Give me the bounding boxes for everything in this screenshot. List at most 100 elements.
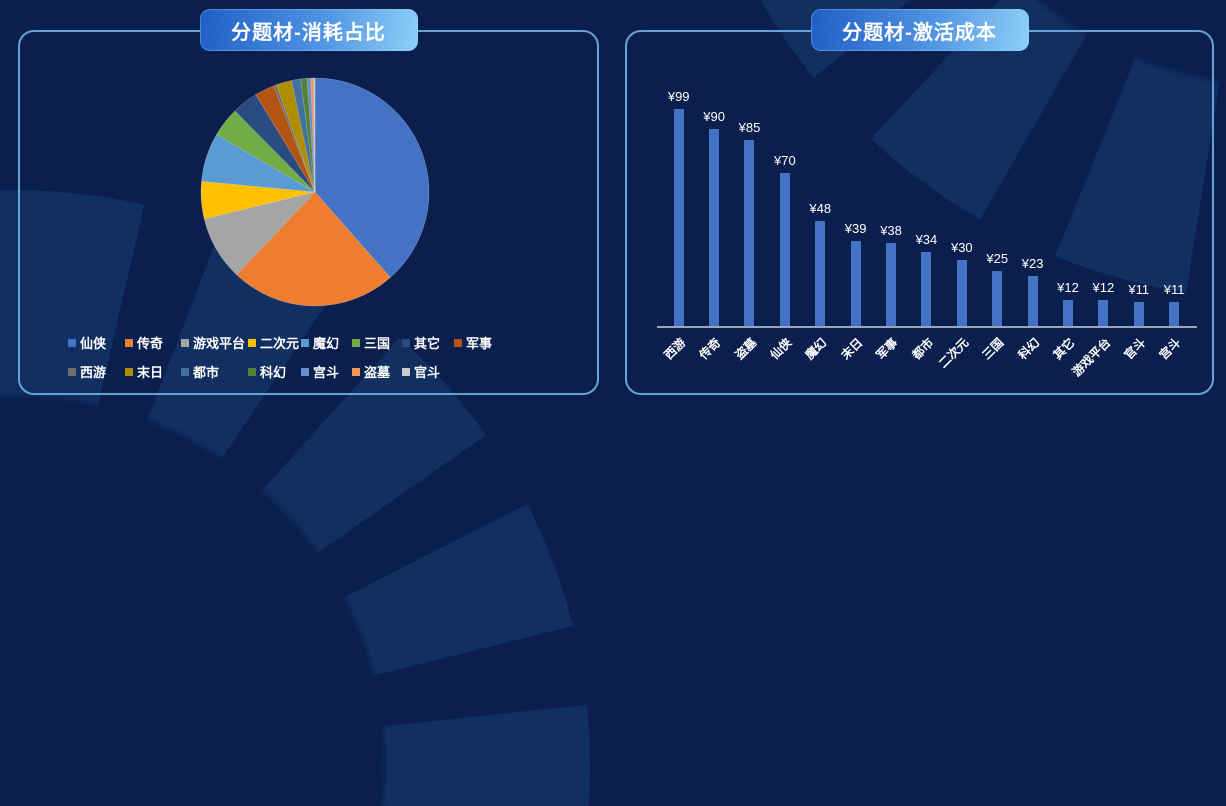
x-axis-label: 传奇 — [696, 335, 724, 363]
x-axis-label: 宫斗 — [1156, 335, 1184, 363]
x-axis-label-cell: 魔幻 — [803, 328, 838, 388]
legend-item: 传奇 — [125, 333, 181, 352]
bar-group: ¥11 — [1156, 282, 1191, 326]
legend-item: 三国 — [352, 333, 402, 352]
legend-item: 科幻 — [248, 362, 301, 381]
x-axis-label-cell: 军事 — [873, 328, 908, 388]
legend-swatch — [248, 367, 256, 376]
legend-item: 仙侠 — [68, 333, 125, 352]
x-axis-label-cell: 官斗 — [1121, 328, 1156, 388]
pie-slice — [273, 84, 316, 193]
x-axis-label-cell: 西游 — [661, 328, 696, 388]
pie-slice — [300, 78, 316, 193]
bar-rect — [779, 172, 790, 326]
legend-item: 游戏平台 — [181, 333, 248, 352]
legend-item: 宫斗 — [301, 362, 352, 381]
x-axis-label: 盗墓 — [732, 335, 760, 363]
x-axis-label: 科幻 — [1015, 335, 1043, 363]
bar-value-label: ¥12 — [1057, 279, 1079, 295]
x-axis-label: 军事 — [873, 335, 901, 363]
pie-slice — [200, 180, 316, 220]
pie-chart-svg — [200, 77, 430, 307]
legend-swatch — [248, 338, 256, 347]
legend-swatch — [402, 367, 410, 376]
pie-slice — [314, 77, 430, 278]
legend-label: 西游 — [80, 365, 107, 380]
legend-label: 仙侠 — [80, 336, 107, 351]
legend-item: 二次元 — [248, 333, 301, 352]
legend-swatch — [402, 338, 410, 347]
pie-slice — [291, 78, 316, 193]
legend-label: 科幻 — [260, 365, 287, 380]
bar-value-label: ¥90 — [703, 108, 725, 124]
x-axis-label: 西游 — [661, 335, 689, 363]
legend-label: 三国 — [364, 336, 391, 351]
bar-group: ¥34 — [909, 232, 944, 326]
bar-rect — [956, 260, 967, 326]
legend-label: 二次元 — [260, 336, 300, 351]
bar-value-label: ¥39 — [844, 220, 867, 236]
pie-slice — [216, 110, 316, 193]
legend-label: 游戏平台 — [193, 336, 246, 351]
pie-slice — [255, 85, 316, 193]
bar-group: ¥38 — [873, 223, 908, 326]
bar-value-label: ¥85 — [738, 119, 761, 135]
x-axis-label-cell: 游戏平台 — [1069, 328, 1121, 388]
legend-swatch — [352, 367, 360, 376]
x-axis-label: 末日 — [838, 335, 866, 363]
bar-value-label: ¥38 — [880, 222, 902, 238]
bar-group: ¥48 — [803, 201, 838, 326]
pie-slice — [306, 77, 316, 193]
bar-value-label: ¥25 — [986, 251, 1009, 267]
bar-chart-x-axis-labels: 西游 传奇 盗墓 仙侠 魔幻 末日 军事 都市 二次元 三国 科幻 其它 游戏平台 官斗 宫斗 — [657, 328, 1197, 388]
bar-rect — [1027, 275, 1038, 326]
x-axis-label-cell: 三国 — [980, 328, 1015, 388]
legend-item: 军事 — [454, 333, 516, 352]
bar-value-label: ¥30 — [950, 240, 973, 256]
bar-group: ¥12 — [1086, 280, 1121, 326]
legend-swatch — [301, 367, 309, 376]
x-axis-label-cell: 盗墓 — [732, 328, 767, 388]
pie-slice — [203, 191, 316, 275]
legend-item: 西游 — [68, 362, 125, 381]
x-axis-label: 官斗 — [1121, 335, 1149, 363]
pie-panel-title: 分题材-消耗占比 — [199, 9, 418, 51]
x-axis-label-cell: 科幻 — [1015, 328, 1050, 388]
bar-rect — [850, 240, 861, 326]
x-axis-label: 魔幻 — [802, 335, 830, 363]
pie-slice — [234, 94, 316, 193]
pie-slice — [201, 134, 316, 193]
bar-group: ¥70 — [767, 153, 802, 326]
bar-rect — [1062, 299, 1073, 326]
legend-item: 官斗 — [402, 362, 454, 381]
bar-group: ¥23 — [1015, 256, 1050, 326]
x-axis-label: 三国 — [979, 335, 1007, 363]
legend-swatch — [68, 338, 76, 347]
bar-value-label: ¥70 — [774, 152, 796, 168]
bar-value-label: ¥12 — [1092, 279, 1115, 295]
legend-swatch — [352, 338, 360, 347]
legend-swatch — [454, 338, 462, 347]
bar-value-label: ¥48 — [809, 200, 832, 216]
bar-rect — [815, 220, 826, 326]
bar-group: ¥99 — [661, 89, 696, 326]
x-axis-label: 仙侠 — [767, 335, 795, 363]
bar-rect — [709, 128, 720, 326]
bar-group: ¥90 — [696, 109, 731, 326]
legend-item: 魔幻 — [301, 333, 352, 352]
legend-swatch — [68, 367, 76, 376]
bar-value-label: ¥11 — [1163, 281, 1185, 297]
x-axis-label-cell: 传奇 — [696, 328, 731, 388]
legend-swatch — [125, 367, 133, 376]
x-axis-label-cell: 宫斗 — [1156, 328, 1191, 388]
x-axis-label: 其它 — [1050, 335, 1078, 363]
bar-rect — [1169, 301, 1180, 326]
legend-item: 末日 — [125, 362, 181, 381]
x-axis-label-cell: 末日 — [838, 328, 873, 388]
bar-rect — [673, 109, 684, 326]
legend-label: 传奇 — [137, 336, 164, 351]
bar-chart-panel: 分题材-激活成本 ¥99 ¥90 ¥85 ¥70 ¥48 ¥39 ¥38 ¥34 ¥30 ¥25 ¥… — [625, 9, 1214, 395]
bar-rect — [1133, 301, 1144, 326]
pie-slice — [276, 80, 316, 193]
legend-label: 都市 — [193, 365, 220, 380]
